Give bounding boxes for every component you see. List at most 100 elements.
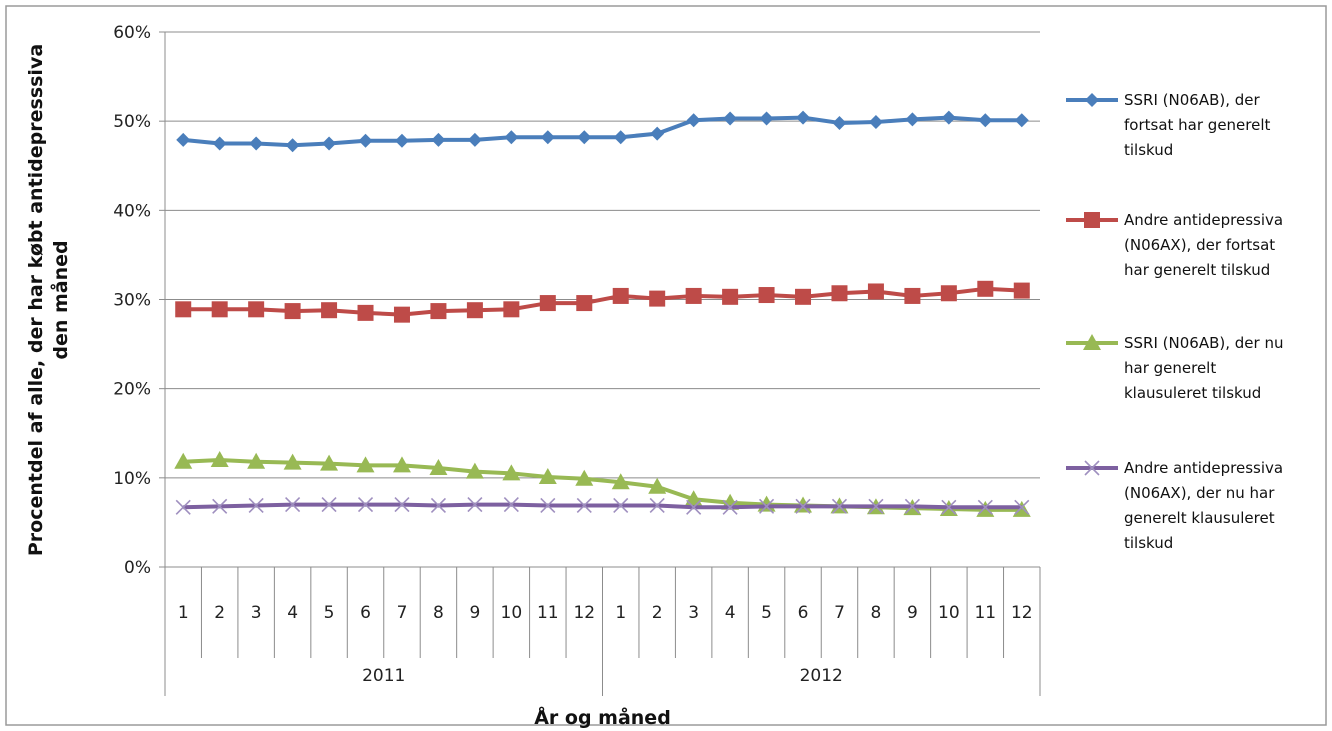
- data-point: [686, 113, 701, 128]
- data-point: [685, 287, 702, 304]
- y-tick-label: 20%: [113, 380, 151, 400]
- legend-label-line: Andre antidepressiva: [1124, 211, 1283, 229]
- x-marker-stroke: [904, 498, 920, 514]
- data-point: [722, 499, 738, 515]
- data-point: [210, 451, 229, 467]
- x-tick-label: 10: [938, 603, 960, 623]
- data-point: [540, 497, 556, 514]
- x-tick-label: 4: [725, 603, 736, 623]
- data-point: [285, 497, 301, 513]
- y-axis-title-line: Procentdel af alle, der har købt antidep…: [25, 44, 47, 556]
- data-point: [576, 497, 592, 514]
- data-point: [430, 497, 447, 514]
- x-axis-title: År og måned: [534, 705, 671, 729]
- x-tick-label: 8: [433, 603, 444, 623]
- x-marker-stroke: [467, 497, 483, 513]
- series-line: [183, 502, 1022, 510]
- y-tick-label: 40%: [113, 201, 151, 221]
- data-point: [832, 115, 847, 130]
- x-marker-stroke: [649, 497, 665, 514]
- x-marker-stroke: [394, 497, 410, 513]
- legend-label: SSRI (N06AB), der fortsat har generelt til…: [1124, 91, 1271, 159]
- data-point: [357, 497, 374, 513]
- data-point: [904, 498, 920, 514]
- year-label: 2011: [362, 666, 405, 686]
- data-point: [284, 303, 301, 320]
- x-marker-stroke: [321, 497, 337, 513]
- data-point: [649, 290, 666, 307]
- legend-label-line: (N06AX), der nu har: [1124, 484, 1275, 502]
- data-point: [503, 497, 519, 513]
- data-point: [722, 288, 739, 305]
- data-point: [283, 453, 302, 470]
- legend-label: Andre antidepressiva (N06AX), der nu har g…: [1124, 459, 1283, 552]
- x-marker-stroke: [540, 497, 556, 514]
- x-tick-label: 9: [469, 603, 480, 623]
- x-marker-stroke: [686, 499, 702, 515]
- data-point: [429, 459, 448, 476]
- data-point: [940, 285, 957, 302]
- data-point: [795, 498, 811, 514]
- data-point: [212, 136, 227, 151]
- data-point: [612, 287, 629, 304]
- data-point: [248, 497, 264, 514]
- y-tick-label: 10%: [113, 469, 151, 489]
- x-tick-label: 11: [537, 603, 559, 623]
- data-point: [538, 467, 557, 484]
- x-tick-label: 7: [397, 603, 408, 623]
- x-marker-stroke: [941, 499, 957, 515]
- x-tick-label: 11: [974, 603, 996, 623]
- legend-item-4: Andre antidepressiva (N06AX), der nu har g…: [1066, 459, 1283, 552]
- series-4: [175, 497, 1030, 515]
- data-point: [247, 452, 266, 469]
- data-point: [611, 473, 630, 490]
- x-marker-stroke: [613, 497, 629, 514]
- x-tick-label: 5: [324, 603, 335, 623]
- series-group: [174, 110, 1031, 517]
- data-point: [941, 499, 957, 515]
- axes: [159, 31, 1041, 696]
- y-tick-label: 30%: [113, 291, 151, 311]
- x-tick-label: 1: [615, 603, 626, 623]
- data-point: [904, 287, 921, 304]
- x-marker-stroke: [795, 498, 811, 514]
- data-point: [248, 301, 265, 318]
- data-point: [467, 497, 483, 513]
- data-point: [465, 462, 484, 479]
- legend-item-3: SSRI (N06AB), der nu har generelt klausule…: [1066, 334, 1283, 402]
- x-tick-label: 3: [688, 603, 699, 623]
- data-point: [686, 499, 702, 515]
- data-point: [867, 283, 884, 300]
- legend-label-line: tilskud: [1124, 141, 1173, 159]
- x-marker-stroke: [977, 499, 993, 515]
- data-point: [504, 130, 519, 145]
- data-point: [649, 497, 665, 514]
- data-point: [431, 132, 446, 147]
- y-axis-title: Procentdel af alle, der har købt antidep…: [25, 44, 72, 556]
- legend-item-2: Andre antidepressiva (N06AX), der fortsat…: [1066, 211, 1283, 279]
- data-point: [211, 301, 228, 318]
- legend-marker: [1084, 460, 1100, 476]
- data-point: [357, 304, 374, 321]
- y-tick-label: 0%: [124, 558, 151, 578]
- data-point: [759, 111, 774, 126]
- data-point: [467, 132, 482, 147]
- data-point: [831, 285, 848, 302]
- data-point: [176, 132, 191, 147]
- data-point: [393, 306, 410, 323]
- data-point: [249, 136, 264, 151]
- x-marker-stroke: [1014, 499, 1030, 515]
- x-marker-stroke: [831, 498, 848, 514]
- x-marker-stroke: [722, 499, 738, 515]
- data-point: [358, 133, 373, 148]
- data-point: [503, 301, 520, 318]
- x-marker-stroke: [1084, 460, 1100, 476]
- data-point: [905, 112, 920, 127]
- legend-label-line: har generelt tilskud: [1124, 261, 1270, 279]
- y-tick-label: 50%: [113, 112, 151, 132]
- x-marker-stroke: [868, 498, 884, 514]
- data-point: [502, 464, 521, 481]
- data-point: [977, 280, 994, 297]
- data-point: [868, 115, 883, 130]
